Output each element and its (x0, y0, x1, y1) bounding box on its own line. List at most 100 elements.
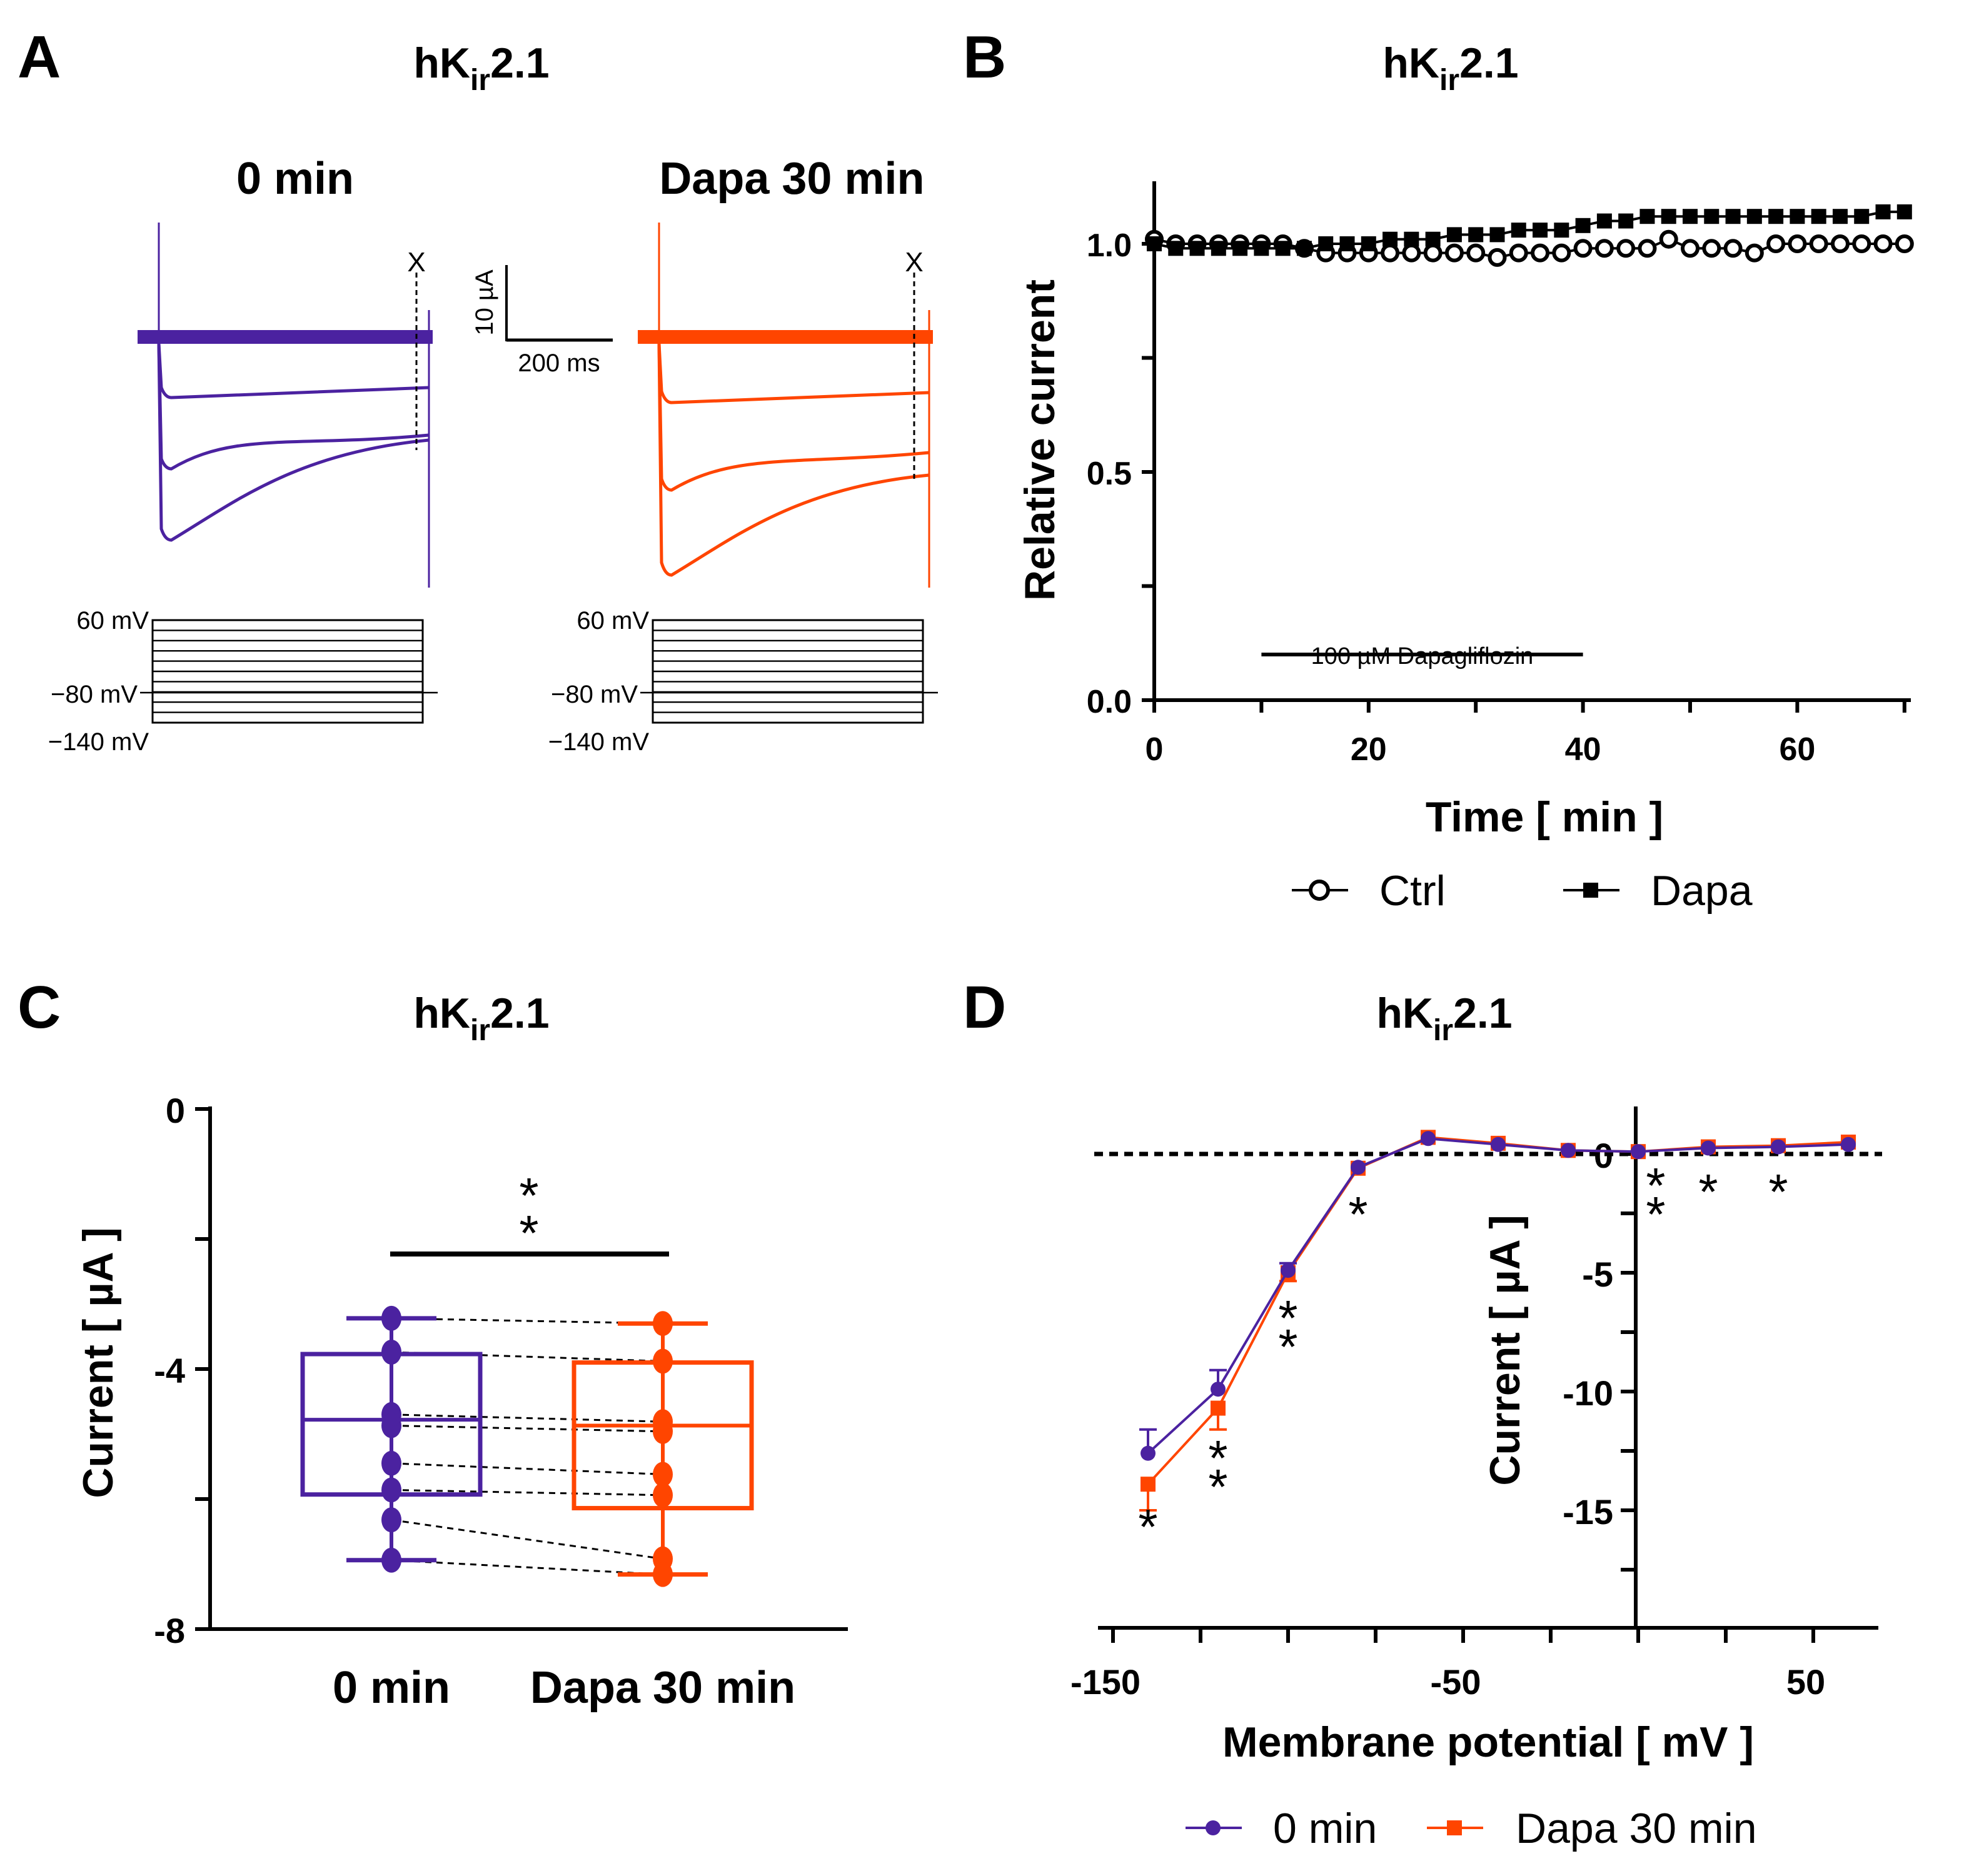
data-point (1189, 241, 1205, 256)
legend-0min-marker (1206, 1820, 1221, 1835)
data-point (1141, 1477, 1156, 1492)
title-tail: 2.1 (1459, 39, 1519, 87)
y-tick-label: 0.5 (1087, 456, 1132, 492)
data-point (1491, 1136, 1506, 1152)
data-point (1616, 239, 1636, 258)
data-point (1875, 204, 1891, 219)
data-point (1573, 239, 1593, 258)
trace-panel: Dapa 30 min X 60 mV −80 mV −140 mV (548, 154, 938, 756)
data-point (1275, 241, 1291, 256)
data-point (1488, 248, 1507, 267)
data-point (1446, 227, 1462, 243)
y-tick-label: -4 (154, 1351, 185, 1390)
protocol-label-minus140mv: −140 mV (48, 728, 149, 756)
asterisk: * (1208, 1430, 1227, 1486)
data-point (1745, 243, 1764, 263)
x-tick-label: 60 (1779, 731, 1815, 768)
current-trace (657, 343, 930, 404)
panel-letter: A (18, 24, 61, 91)
data-point (653, 1418, 673, 1444)
legend: 0 min Dapa 30 min (1186, 1805, 1757, 1852)
asterisk: * (1278, 1319, 1297, 1375)
current-trace (157, 343, 430, 542)
significance-marker: * * (1646, 1158, 1665, 1242)
y-tick-label: 1.0 (1087, 228, 1132, 264)
baseline-trace-band (638, 330, 933, 344)
data-point (1746, 209, 1762, 224)
data-point (1631, 1144, 1646, 1160)
legend-ctrl-label: Ctrl (1379, 867, 1446, 915)
significance-marker: * (1768, 1164, 1788, 1220)
asterisk: * (1278, 1290, 1297, 1346)
panel-letter: C (18, 974, 61, 1041)
protocol-label-60mv: 60 mV (577, 607, 649, 635)
x-tick-label: 40 (1565, 731, 1601, 768)
data-point (1594, 239, 1614, 258)
legend-dapa-label: Dapa 30 min (1516, 1805, 1757, 1852)
x-tick-label: -150 (1070, 1662, 1141, 1702)
data-point (1896, 204, 1912, 219)
data-point (1852, 234, 1871, 253)
data-point (1468, 227, 1484, 243)
protocol-label-minus80mv: −80 mV (51, 681, 138, 708)
scale-bar-time-label: 200 ms (518, 349, 600, 377)
scale-bar-current-label: 10 µA (471, 269, 498, 336)
paired-line (391, 1559, 663, 1576)
data-point (381, 1339, 401, 1365)
asterisk: * (519, 1168, 538, 1223)
data-point (1788, 234, 1807, 253)
box-1 (572, 1311, 754, 1587)
y-axis-label: Relative current (1016, 279, 1064, 601)
panel-title: hKir2.1 (413, 39, 549, 97)
y-tick-label: 0 (166, 1091, 185, 1130)
legend: Ctrl Dapa (1292, 867, 1753, 915)
panel-title: hKir2.1 (1376, 990, 1512, 1047)
trace-title: 0 min (236, 154, 354, 204)
data-point (1771, 1139, 1786, 1155)
significance-marker: * * (1278, 1290, 1297, 1375)
data-point (1425, 231, 1441, 247)
data-point (1382, 231, 1398, 247)
data-point (1832, 209, 1848, 224)
current-trace (157, 343, 430, 399)
data-point (381, 1477, 401, 1503)
protocol-label-minus80mv: −80 mV (551, 681, 638, 708)
current-trace (657, 343, 930, 492)
measurement-marker-label: X (407, 247, 425, 278)
box-0 (300, 1305, 483, 1573)
data-point (1681, 239, 1700, 258)
data-point (1361, 236, 1376, 251)
data-point (1141, 1445, 1156, 1461)
data-point (1723, 239, 1743, 258)
title-sub: ir (1439, 64, 1459, 97)
current-trace (157, 343, 430, 471)
current-trace (657, 343, 930, 577)
legend-dapa-label: Dapa (1651, 867, 1753, 915)
paired-line (391, 1317, 663, 1325)
data-point (1854, 209, 1870, 224)
data-point (381, 1305, 401, 1331)
data-point (1147, 236, 1162, 251)
title-sub: ir (470, 1014, 490, 1047)
data-point (1296, 241, 1312, 256)
data-point (653, 1311, 673, 1337)
data-point (1554, 223, 1569, 238)
x-tick-label: 0 min (333, 1663, 450, 1713)
data-point (1683, 209, 1698, 224)
trace-panel: 0 min X 60 mV −80 mV −140 mV (48, 154, 438, 756)
y-axis-label: Current [ µA ] (1481, 1215, 1529, 1485)
data-point (1423, 243, 1443, 263)
data-point (381, 1507, 401, 1533)
panel-title: hKir2.1 (1382, 39, 1518, 97)
data-point (381, 1547, 401, 1573)
data-point (381, 1413, 401, 1438)
x-tick-label: -50 (1431, 1662, 1481, 1702)
data-point (1489, 227, 1505, 243)
data-point (1766, 234, 1786, 253)
x-tick-label: 20 (1351, 731, 1387, 768)
data-point (381, 1450, 401, 1476)
paired-line (391, 1462, 663, 1475)
